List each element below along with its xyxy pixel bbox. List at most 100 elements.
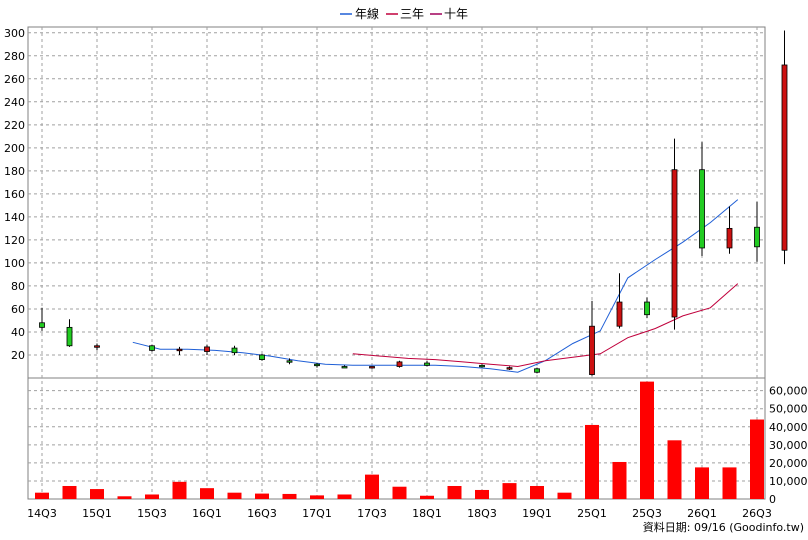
candle-body-down bbox=[506, 367, 513, 370]
volume-tick-label: 50,000 bbox=[769, 403, 808, 416]
price-tick-label: 160 bbox=[4, 188, 25, 201]
candlestick bbox=[671, 138, 678, 330]
candlestick bbox=[616, 273, 623, 329]
candlesticks bbox=[39, 30, 788, 376]
volume-bar bbox=[475, 489, 489, 499]
candlestick bbox=[149, 344, 155, 352]
x-tick-label: 17Q1 bbox=[302, 507, 332, 520]
volume-tick-label: 0 bbox=[769, 493, 776, 506]
candle-body-up bbox=[259, 354, 265, 360]
candlestick bbox=[341, 365, 348, 369]
candle-body-up bbox=[754, 226, 760, 248]
x-axis: 14Q3 15Q1 15Q3 16Q1 16Q3 17Q1 17Q3 18Q1 18Q3 19Q1… bbox=[27, 507, 772, 520]
volume-bar bbox=[62, 485, 77, 499]
candlestick bbox=[66, 319, 73, 347]
volume-bar bbox=[585, 424, 599, 499]
x-tick-label: 15Q1 bbox=[82, 507, 112, 520]
volume-bar bbox=[172, 481, 187, 499]
candle-body-down bbox=[589, 325, 595, 375]
volume-bar bbox=[722, 467, 737, 499]
volume-bar bbox=[502, 483, 517, 499]
x-tick-label: 25Q1 bbox=[577, 507, 607, 520]
volume-bar bbox=[117, 496, 132, 499]
price-tick-label: 260 bbox=[4, 73, 25, 86]
candle-body-up bbox=[231, 347, 238, 354]
candlestick bbox=[259, 353, 265, 361]
candlestick bbox=[39, 307, 45, 331]
candlestick bbox=[699, 142, 705, 257]
candle-body-up bbox=[314, 363, 320, 367]
legend-label-three-year: 三年 bbox=[400, 7, 424, 21]
legend-item-ten-year: 十年 bbox=[430, 7, 468, 21]
price-panel-frame bbox=[27, 26, 766, 379]
x-tick-label: 18Q1 bbox=[412, 507, 442, 520]
candle-body-down bbox=[616, 301, 623, 327]
candlestick bbox=[314, 363, 320, 368]
price-tick-label: 120 bbox=[4, 234, 25, 247]
volume-bar bbox=[530, 485, 544, 499]
volume-bar bbox=[695, 467, 709, 499]
source-note: 資料日期: 09/16 (Goodinfo.tw) bbox=[643, 520, 804, 534]
candle-body-down bbox=[176, 348, 183, 352]
volume-bar bbox=[557, 492, 572, 499]
candlestick bbox=[781, 30, 788, 265]
price-tick-label: 20 bbox=[11, 349, 25, 362]
x-tick-label: 16Q1 bbox=[192, 507, 222, 520]
x-tick-label: 17Q3 bbox=[357, 507, 387, 520]
candle-body-up bbox=[534, 368, 540, 373]
price-tick-label: 300 bbox=[4, 27, 25, 40]
volume-tick-label: 20,000 bbox=[769, 457, 808, 470]
candle-body-up bbox=[341, 366, 348, 369]
x-tick-label: 14Q3 bbox=[27, 507, 57, 520]
candle-body-down bbox=[204, 346, 210, 352]
x-tick-label: 18Q3 bbox=[467, 507, 497, 520]
legend-label-ten-year: 十年 bbox=[444, 7, 468, 21]
candle-body-down bbox=[726, 227, 733, 249]
candlestick bbox=[644, 297, 650, 319]
x-tick-label: 19Q1 bbox=[522, 507, 552, 520]
volume-bar bbox=[750, 419, 764, 499]
candle-body-up bbox=[699, 169, 705, 249]
candlestick bbox=[726, 206, 733, 254]
volume-tick-label: 40,000 bbox=[769, 421, 808, 434]
volume-bar bbox=[612, 461, 627, 499]
grid-lines bbox=[28, 27, 765, 499]
candle-body-up bbox=[479, 364, 485, 368]
price-tick-label: 220 bbox=[4, 119, 25, 132]
volume-bar bbox=[420, 495, 434, 499]
legend-label-annual-line: 年線 bbox=[355, 6, 379, 21]
price-tick-label: 240 bbox=[4, 96, 25, 109]
price-tick-label: 200 bbox=[4, 142, 25, 155]
volume-tick-label: 10,000 bbox=[769, 475, 808, 488]
volume-tick-label: 30,000 bbox=[769, 439, 808, 452]
volume-bar bbox=[90, 489, 104, 499]
candle-body-down bbox=[94, 345, 100, 348]
legend-item-annual-line: 年線 bbox=[340, 6, 379, 21]
price-tick-label: 180 bbox=[4, 165, 25, 178]
candlestick bbox=[534, 367, 540, 374]
volume-bar bbox=[447, 485, 462, 499]
candle-body-up bbox=[149, 345, 155, 351]
volume-bar bbox=[145, 494, 159, 499]
volume-bar bbox=[282, 493, 297, 499]
candle-body-up bbox=[424, 362, 430, 366]
x-tick-label: 16Q3 bbox=[247, 507, 277, 520]
candle-body-up bbox=[66, 326, 73, 347]
x-tick-label: 15Q3 bbox=[137, 507, 167, 520]
volume-bar bbox=[255, 493, 269, 499]
volume-bar bbox=[365, 474, 379, 499]
volume-bar bbox=[392, 486, 407, 499]
candlestick bbox=[479, 364, 485, 368]
candle-body-down bbox=[781, 64, 788, 251]
candlestick bbox=[231, 345, 238, 355]
candlestick bbox=[396, 360, 403, 368]
candlestick bbox=[176, 346, 183, 355]
candlestick bbox=[424, 360, 430, 367]
candlestick bbox=[286, 358, 293, 365]
price-tick-label: 280 bbox=[4, 50, 25, 63]
candlestick bbox=[589, 300, 595, 376]
price-tick-label: 80 bbox=[11, 280, 25, 293]
volume-bar bbox=[640, 381, 654, 499]
candle-body-up bbox=[644, 301, 650, 316]
candlestick bbox=[506, 366, 513, 370]
